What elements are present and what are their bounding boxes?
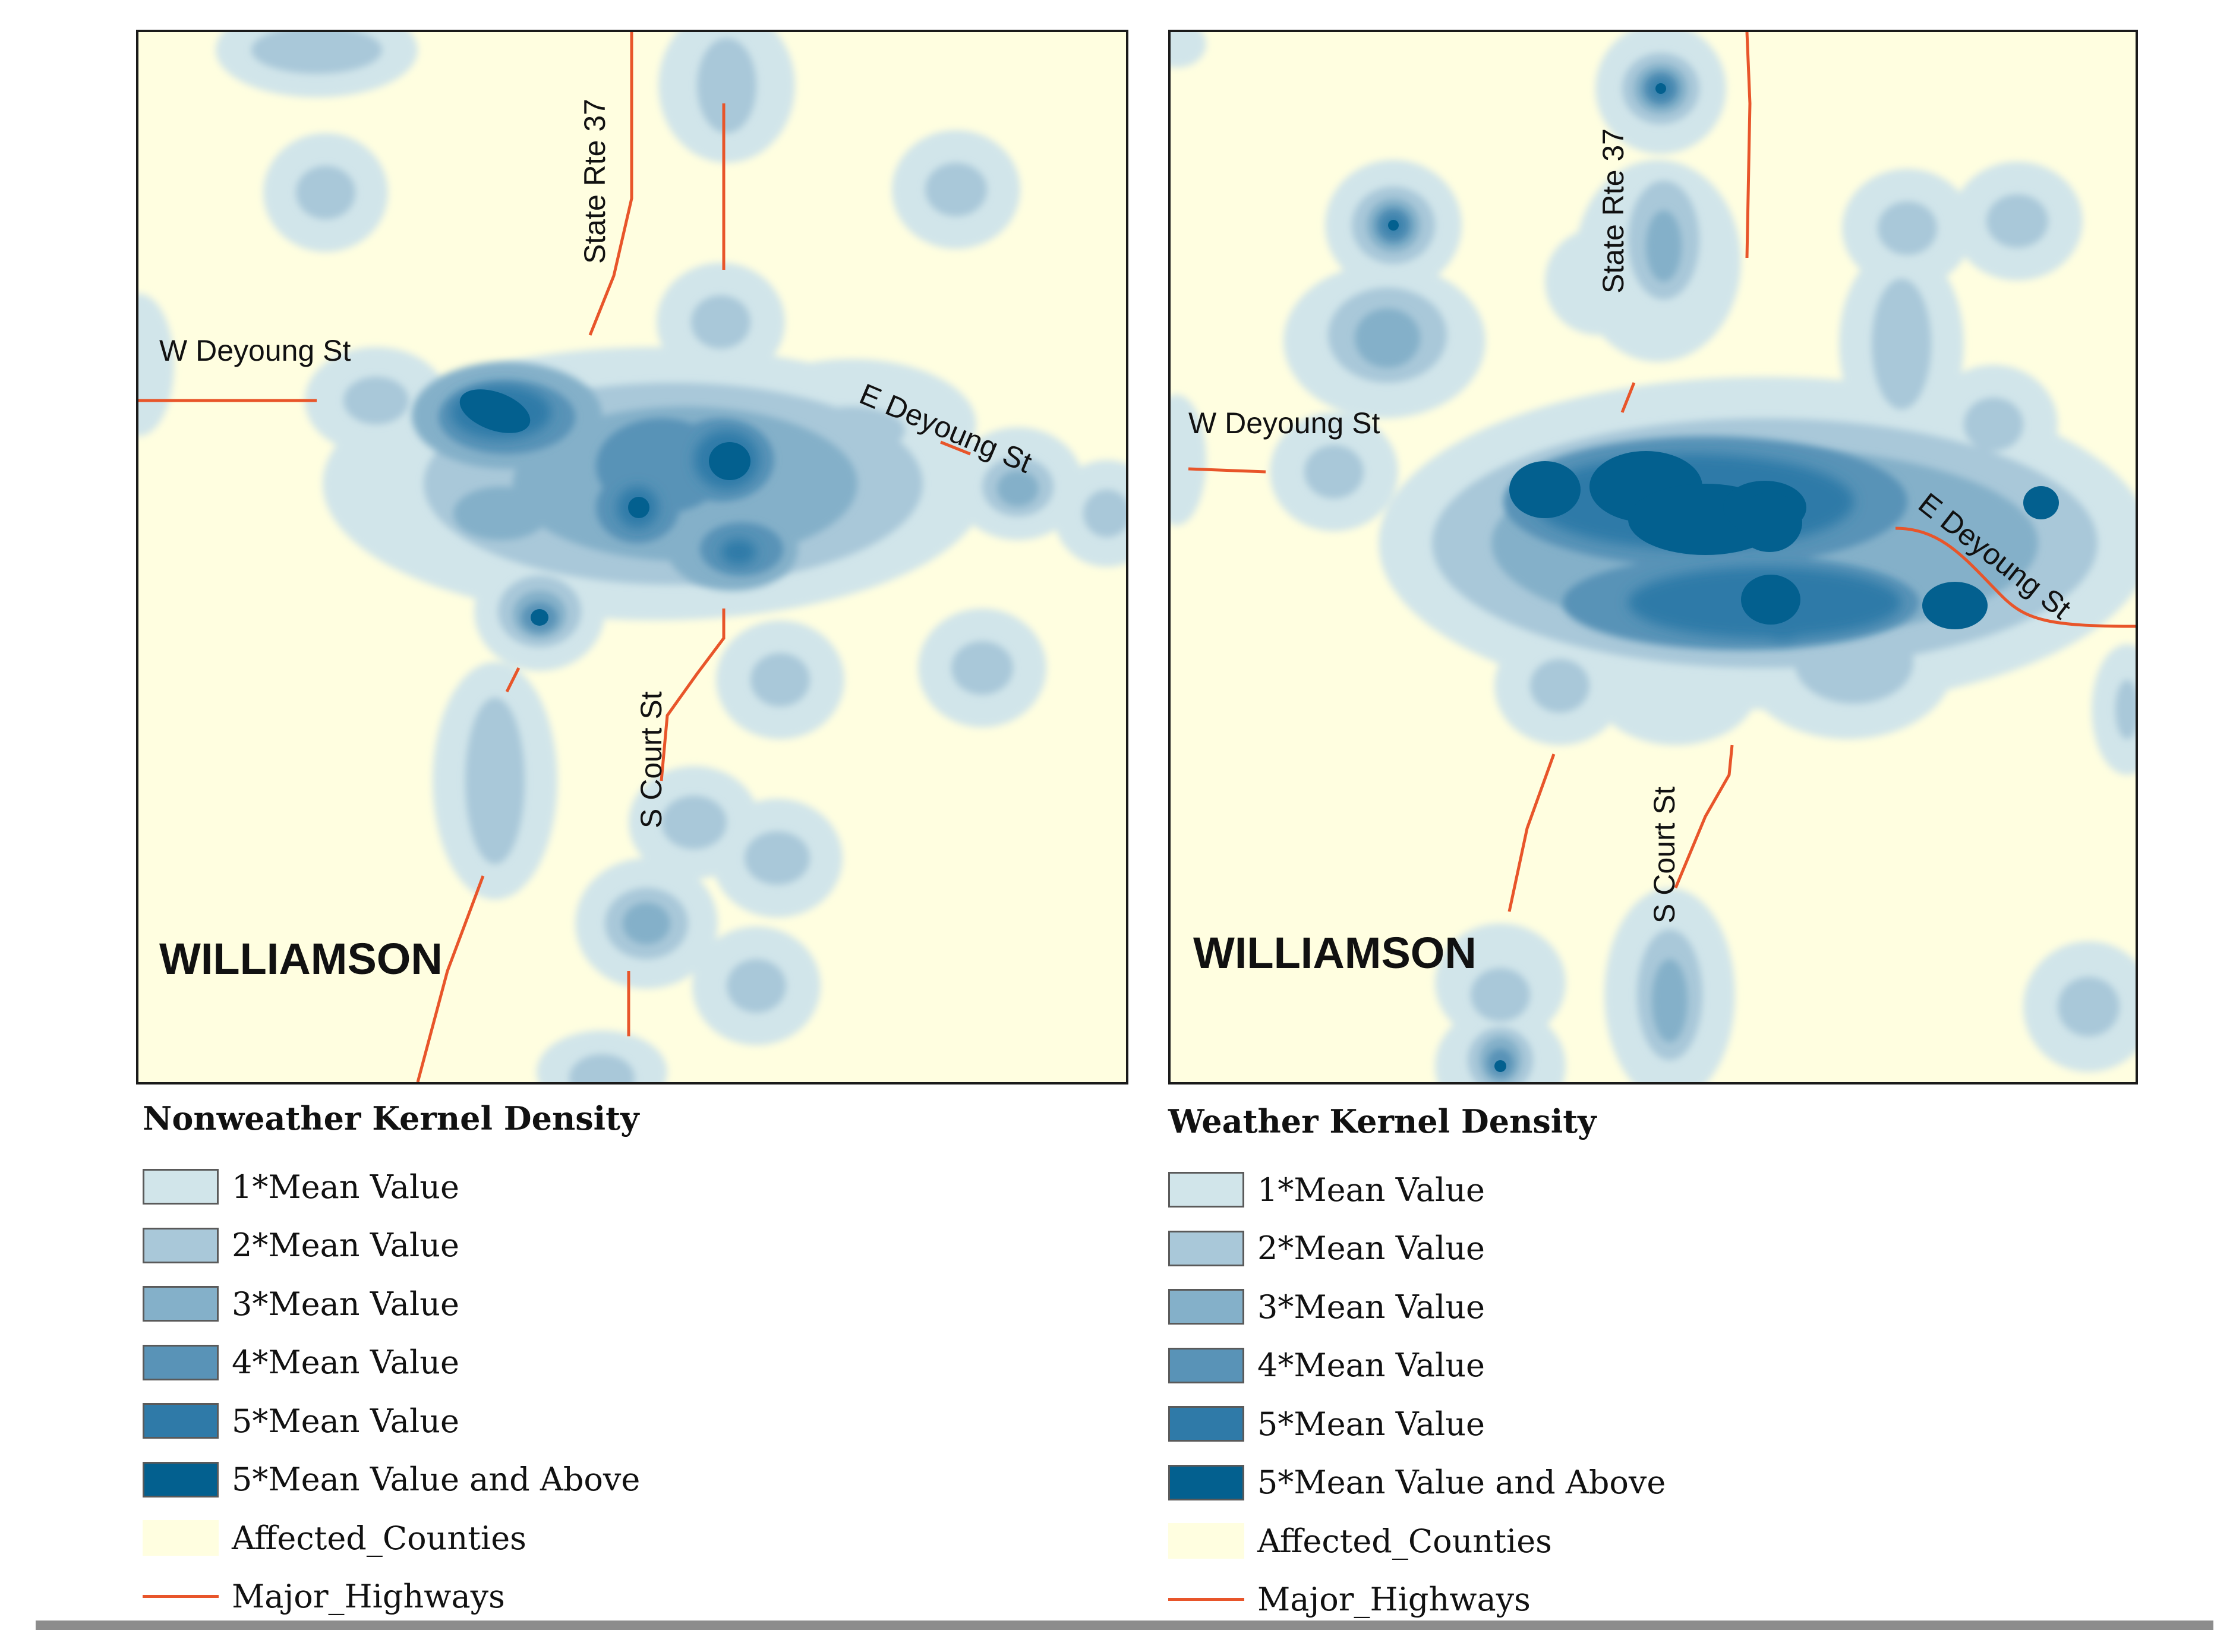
legend-label: 2*Mean Value: [232, 1227, 459, 1265]
legend-swatch: [1168, 1230, 1244, 1266]
major-highways: [138, 32, 971, 1082]
legend-items: 1*Mean Value 2*Mean Value 3*Mean Value 4*Me…: [143, 1158, 640, 1509]
weather-county-label-williamson: WILLIAMSON: [1193, 928, 1477, 978]
legend-item-major-highways: Major_Highways: [1168, 1571, 1666, 1629]
legend-label: 5*Mean Value and Above: [232, 1461, 641, 1499]
s-court-st-label: S Court St: [635, 691, 668, 828]
legend-label: Affected_Counties: [1257, 1522, 1552, 1560]
county-label-williamson: WILLIAMSON: [159, 934, 443, 983]
legend-label: 4*Mean Value: [232, 1344, 459, 1382]
legend-label: 3*Mean Value: [1257, 1288, 1485, 1326]
legend-label: Affected_Counties: [232, 1519, 526, 1557]
legend-item-class-3: 3*Mean Value: [143, 1275, 640, 1333]
legend-swatch: [143, 1403, 219, 1439]
legend-item-class-1: 1*Mean Value: [143, 1158, 640, 1216]
legend-item-affected-counties: Affected_Counties: [143, 1509, 640, 1568]
legend-item-class-4: 4*Mean Value: [1168, 1336, 1666, 1395]
legend-label: 5*Mean Value and Above: [1257, 1464, 1666, 1502]
nonweather-map-canvas: State Rte 37 W Deyoung St E Deyoung St S…: [138, 32, 1126, 1082]
legend-label: 5*Mean Value: [232, 1402, 459, 1440]
county-swatch: [1168, 1523, 1244, 1559]
weather-density-class-6: [1388, 83, 2059, 1072]
legend-item-class-6: 5*Mean Value and Above: [143, 1451, 640, 1509]
legend-swatch: [1168, 1172, 1244, 1208]
legend-swatch: [143, 1461, 219, 1497]
w-deyoung-st-label: W Deyoung St: [159, 334, 351, 367]
legend-swatch: [143, 1344, 219, 1380]
weather-w-deyoung-st-label: W Deyoung St: [1188, 406, 1380, 440]
weather-map: State Rte 37 W Deyoung St E Deyoung St S…: [1168, 30, 2138, 1084]
highway-swatch: [1168, 1582, 1244, 1618]
weather-state-rte-37-label: State Rte 37: [1597, 128, 1630, 294]
legend-item-class-6: 5*Mean Value and Above: [1168, 1454, 1666, 1512]
county-swatch: [143, 1520, 219, 1556]
legend-item-class-5: 5*Mean Value: [1168, 1395, 1666, 1454]
legend-swatch: [1168, 1406, 1244, 1442]
legend-swatch: [1168, 1347, 1244, 1383]
highway-swatch: [143, 1579, 219, 1615]
legend-item-affected-counties: Affected_Counties: [1168, 1512, 1666, 1571]
legend-swatch: [1168, 1289, 1244, 1325]
legend-item-class-5: 5*Mean Value: [143, 1392, 640, 1451]
legend-title: Weather Kernel Density: [1168, 1102, 1597, 1140]
legend-label: 1*Mean Value: [232, 1168, 459, 1206]
legend-item-class-4: 4*Mean Value: [143, 1333, 640, 1392]
legend-items: 1*Mean Value 2*Mean Value 3*Mean Value 4*Me…: [1168, 1161, 1666, 1512]
legend-label: 3*Mean Value: [232, 1285, 459, 1323]
density-class-6: [459, 389, 750, 626]
weather-map-canvas: State Rte 37 W Deyoung St E Deyoung St S…: [1171, 32, 2136, 1082]
legend-swatch: [143, 1286, 219, 1322]
bottom-rule: [36, 1621, 2213, 1630]
legend-title: Nonweather Kernel Density: [143, 1099, 639, 1137]
legend-label: Major_Highways: [232, 1578, 505, 1616]
legend-swatch: [1168, 1464, 1244, 1500]
legend-swatch: [143, 1169, 219, 1205]
legend-label: 4*Mean Value: [1257, 1347, 1485, 1385]
legend-item-class-2: 2*Mean Value: [1168, 1219, 1666, 1278]
legend-item-class-1: 1*Mean Value: [1168, 1161, 1666, 1219]
legend-label: 1*Mean Value: [1257, 1171, 1485, 1209]
weather-legend: Weather Kernel Density 1*Mean Value 2*Mea…: [1168, 1102, 1666, 1629]
nonweather-map: State Rte 37 W Deyoung St E Deyoung St S…: [136, 30, 1128, 1084]
legend-item-class-2: 2*Mean Value: [143, 1216, 640, 1275]
legend-label: Major_Highways: [1257, 1581, 1531, 1619]
weather-s-court-st-label: S Court St: [1648, 786, 1681, 923]
legend-item-class-3: 3*Mean Value: [1168, 1278, 1666, 1336]
legend-item-major-highways: Major_Highways: [143, 1568, 640, 1626]
legend-swatch: [143, 1227, 219, 1263]
legend-label: 2*Mean Value: [1257, 1229, 1485, 1268]
weather-major-highways: [1188, 32, 2136, 912]
legend-label: 5*Mean Value: [1257, 1405, 1485, 1443]
nonweather-legend: Nonweather Kernel Density 1*Mean Value 2*…: [143, 1099, 640, 1626]
state-rte-37-label: State Rte 37: [578, 99, 611, 264]
